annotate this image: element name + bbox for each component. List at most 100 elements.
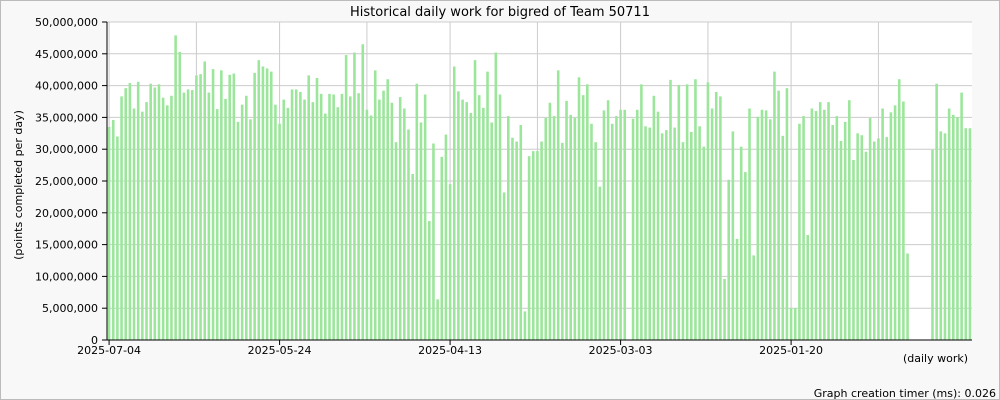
bar	[935, 83, 938, 340]
bar	[931, 149, 934, 340]
bar	[344, 55, 348, 340]
bar	[818, 102, 822, 340]
bar	[357, 93, 360, 340]
bar	[856, 133, 859, 340]
bar	[494, 52, 498, 340]
y-tick-label: 50,000,000	[35, 16, 98, 29]
bar	[590, 123, 593, 340]
bar	[116, 136, 119, 340]
bar	[299, 91, 302, 341]
bar	[665, 130, 668, 340]
y-tick-label: 5,000,000	[42, 302, 98, 315]
bar	[902, 101, 905, 340]
y-tick-labels: 0 5,000,000 10,000,000 15,000,000 20,000,000…	[35, 16, 107, 347]
bar	[428, 221, 431, 340]
bar	[265, 68, 269, 341]
bar	[407, 129, 410, 340]
bar	[365, 109, 369, 341]
bar	[960, 92, 963, 340]
bar	[777, 90, 780, 340]
bar	[635, 109, 639, 341]
bar	[814, 111, 818, 340]
y-tick-label: 25,000,000	[35, 175, 98, 188]
bar	[332, 94, 335, 340]
bars-group	[107, 35, 972, 341]
bar	[789, 308, 793, 340]
bar	[394, 142, 398, 340]
bar	[195, 75, 198, 341]
bar	[294, 89, 298, 340]
bar	[469, 112, 473, 340]
bar	[677, 84, 681, 341]
bar	[315, 77, 319, 340]
bar	[602, 110, 606, 341]
bar	[215, 109, 219, 340]
bar	[581, 95, 585, 340]
bar	[240, 104, 244, 341]
bar	[956, 117, 959, 341]
bar	[964, 128, 968, 340]
bar	[752, 255, 755, 340]
bar	[274, 104, 277, 341]
bar	[939, 131, 943, 340]
bar	[290, 89, 294, 340]
bar	[228, 74, 231, 340]
bar	[569, 114, 572, 340]
bar	[660, 133, 664, 340]
bar	[893, 105, 897, 340]
bar	[523, 311, 527, 340]
bar	[507, 116, 510, 340]
bar	[860, 135, 864, 340]
chart-title: Historical daily work for bigred of Team…	[350, 5, 650, 20]
bar	[452, 66, 456, 341]
bar	[714, 91, 718, 341]
y-tick-label: 10,000,000	[35, 270, 98, 283]
bar	[473, 60, 477, 340]
bar	[232, 73, 236, 341]
bar	[565, 100, 568, 340]
bar	[739, 146, 743, 340]
bar	[186, 89, 190, 340]
bar	[482, 107, 485, 340]
bar	[336, 107, 340, 340]
bar	[968, 128, 972, 340]
bar	[203, 61, 207, 341]
bar	[220, 70, 223, 340]
bar	[843, 121, 847, 340]
bar	[619, 109, 622, 341]
bar	[145, 102, 148, 340]
bar	[353, 52, 356, 340]
bar	[839, 140, 843, 340]
bar	[744, 172, 747, 340]
bar	[261, 66, 265, 341]
bar	[132, 108, 136, 340]
x-tick-labels: 2025-07-04 2025-05-24 2025-04-13 2025-03-03…	[77, 340, 823, 357]
bar	[141, 111, 144, 341]
y-tick-label: 0	[91, 334, 98, 347]
bar	[731, 131, 735, 340]
bar	[831, 125, 834, 340]
bar	[253, 72, 256, 340]
bar	[764, 110, 768, 341]
bar	[723, 278, 726, 340]
bar	[690, 132, 693, 340]
bar	[536, 151, 539, 340]
bar	[719, 96, 722, 340]
bar	[735, 238, 739, 340]
bar	[498, 94, 502, 340]
bar	[885, 137, 889, 340]
y-tick-label: 30,000,000	[35, 143, 98, 156]
bar	[827, 102, 830, 340]
bar	[540, 141, 543, 340]
bar	[606, 100, 610, 340]
bar	[224, 98, 227, 341]
bar	[669, 79, 672, 340]
bar	[386, 79, 389, 341]
bar	[124, 88, 127, 340]
bar	[544, 118, 548, 340]
bar	[802, 116, 805, 340]
y-tick-label: 35,000,000	[35, 111, 98, 124]
bar	[685, 84, 689, 340]
bar	[166, 105, 169, 340]
bar	[943, 133, 947, 340]
